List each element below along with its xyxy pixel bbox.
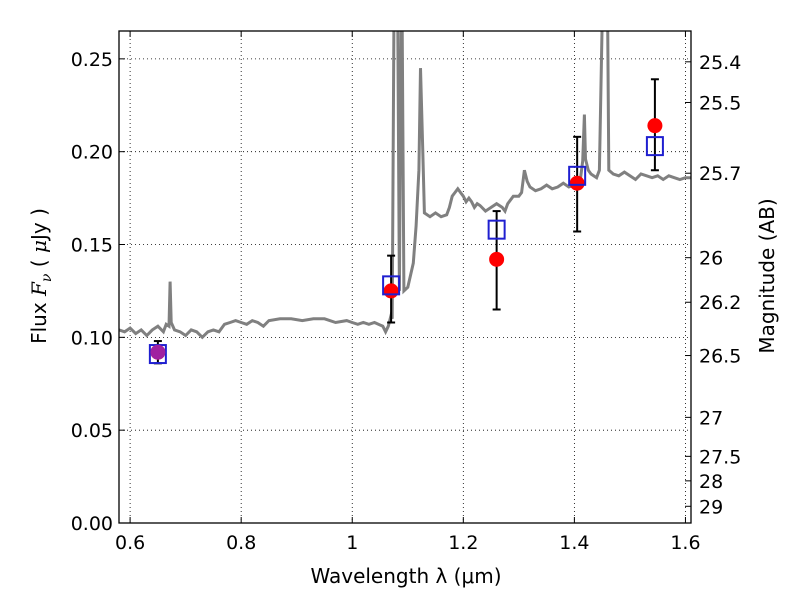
y-tick-label: 0.20	[71, 142, 113, 164]
magnitude-tick-label: 26.2	[699, 292, 741, 314]
magnitude-tick-label: 27.5	[699, 446, 741, 468]
model-photometry-point	[382, 275, 401, 296]
x-tick-label: 1	[346, 532, 358, 554]
magnitude-tick-label: 26	[699, 248, 723, 270]
x-tick-label: 1.6	[670, 532, 700, 554]
ylabel-unit: Jy )	[27, 208, 51, 242]
observed-point	[569, 175, 585, 191]
magnitude-tick-label: 26.5	[699, 346, 741, 368]
y-axis-label-left: Flux Fν ( μJy )	[27, 208, 55, 344]
ylabel-nu-subscript: ν	[39, 273, 55, 282]
magnitude-tick-label: 25.7	[699, 163, 741, 185]
model-photometry-point	[568, 165, 587, 186]
x-tick-label: 0.8	[226, 532, 256, 554]
x-tick-label: 1.4	[559, 532, 589, 554]
x-tick-label: 0.6	[115, 532, 145, 554]
observed-point	[489, 251, 505, 267]
overlap-point	[150, 344, 166, 360]
points-layer	[148, 78, 664, 365]
magnitude-tick-label: 27	[699, 407, 723, 429]
model-photometry-point	[645, 136, 664, 157]
y-tick-label: 0.05	[71, 420, 113, 442]
y-axis-label-right: Magnitude (AB)	[755, 198, 779, 353]
ylabel-mu: μ	[27, 240, 51, 253]
magnitude-tick-label: 28	[699, 471, 723, 493]
x-axis-label: Wavelength λ (μm)	[310, 564, 501, 588]
magnitude-tick-label: 29	[699, 496, 723, 518]
magnitude-tick-label: 25.4	[699, 52, 741, 74]
observed-point	[647, 118, 663, 134]
x-tick-label: 1.2	[448, 532, 478, 554]
y-tick-label: 0.10	[71, 327, 113, 349]
plot-frame	[118, 30, 692, 524]
magnitude-tick-label: 25.5	[699, 92, 741, 114]
observed-point	[383, 283, 399, 299]
y-tick-label: 0.15	[71, 235, 113, 257]
y-tick-label: 0.25	[71, 49, 113, 71]
y-tick-label: 0.00	[71, 513, 113, 535]
spectrum-layer	[119, 31, 691, 340]
model-photometry-point	[487, 219, 506, 240]
ylabel-f-symbol: F	[27, 281, 51, 297]
ylabel-paren-open: (	[27, 253, 51, 274]
ticks-layer: 0.6 0.8 1 1.2 1.4 1.6 0.00 0.05 0.10 0.15 0.20 0.25…	[71, 31, 741, 554]
model-spectrum-line	[119, 31, 691, 340]
ylabel-flux-word: Flux	[27, 296, 51, 344]
